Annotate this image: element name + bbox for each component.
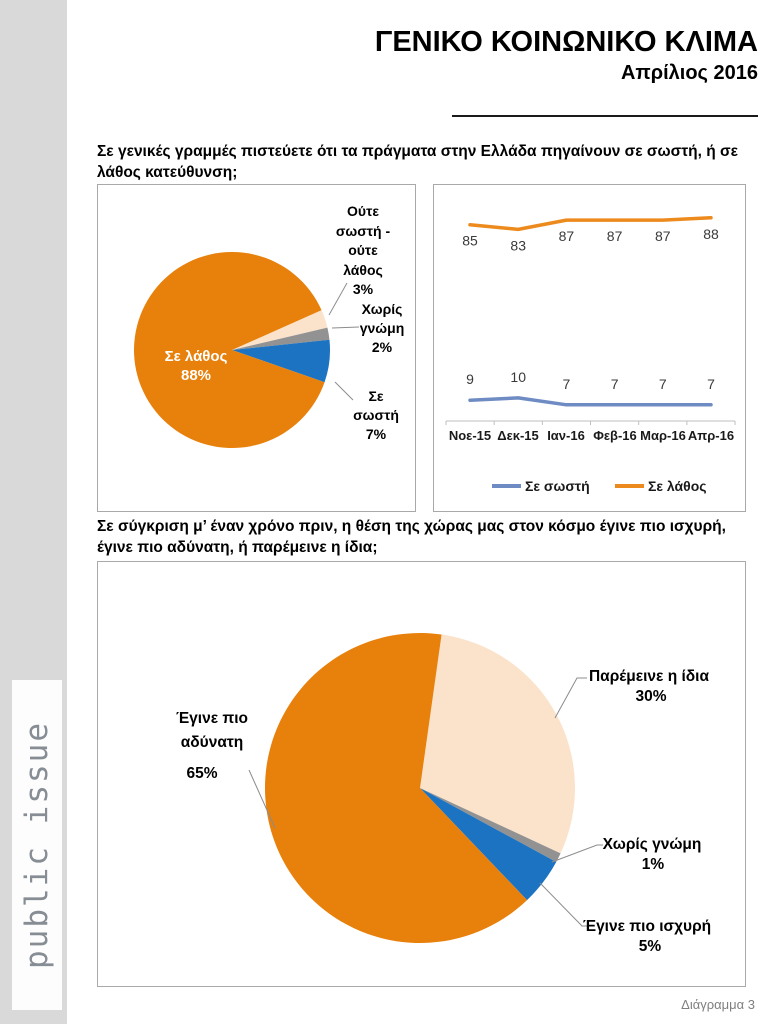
svg-text:γνώμη: γνώμη xyxy=(360,320,405,336)
data-label: 9 xyxy=(466,371,474,387)
data-label: 87 xyxy=(607,228,623,244)
plot-area: 9 10 7 7 7 7 85 83 87 87 87 88 xyxy=(445,216,736,425)
callout-right-direction: Σε σωστή 7% xyxy=(353,388,399,442)
svg-text:3%: 3% xyxy=(353,281,374,297)
direction-pie-chart: Ούτε σωστή - ούτε λάθος 3% Χωρίς γνώμη 2… xyxy=(97,184,416,512)
pie-slice xyxy=(420,788,561,862)
svg-text:30%: 30% xyxy=(635,688,666,705)
pie-slice xyxy=(232,310,328,350)
svg-text:5%: 5% xyxy=(639,938,662,955)
leader-line-same xyxy=(554,677,587,719)
question-1: Σε γενικές γραμμές πιστεύετε ότι τα πράγ… xyxy=(97,141,752,183)
question-2: Σε σύγκριση μ’ έναν χρόνο πριν, η θέση τ… xyxy=(97,516,752,558)
svg-text:Ιαν-16: Ιαν-16 xyxy=(547,428,585,443)
svg-text:Ούτε: Ούτε xyxy=(347,203,379,219)
svg-text:σωστή: σωστή xyxy=(353,407,399,423)
callout-neither: Ούτε σωστή - ούτε λάθος 3% xyxy=(336,203,391,297)
direction-pie-svg: Ούτε σωστή - ούτε λάθος 3% Χωρίς γνώμη 2… xyxy=(134,203,405,448)
sidebar-strip: public issue xyxy=(0,0,67,1024)
series-line xyxy=(468,216,713,232)
data-label: 87 xyxy=(559,228,575,244)
legend-label-wrong-direction: Σε λάθος xyxy=(648,478,707,494)
svg-text:σωστή -: σωστή - xyxy=(336,223,391,239)
direction-trend-svg: 9 10 7 7 7 7 85 83 87 87 87 88 Νοε-15 Δεκ-15 Ιαν-16… xyxy=(445,216,736,494)
svg-text:Χωρίς γνώμη: Χωρίς γνώμη xyxy=(603,836,702,853)
legend-label-right-direction: Σε σωστή xyxy=(525,478,590,494)
svg-text:Μαρ-16: Μαρ-16 xyxy=(640,428,686,443)
svg-text:λάθος: λάθος xyxy=(343,262,383,278)
direction-trend-chart: 9 10 7 7 7 7 85 83 87 87 87 88 Νοε-15 Δεκ-15 Ιαν-16… xyxy=(433,184,746,512)
data-label: 7 xyxy=(611,376,619,392)
callout-weaker: Έγινε πιο αδύνατη 65% xyxy=(176,710,248,782)
leader-line-neither xyxy=(328,282,348,316)
svg-text:Χωρίς: Χωρίς xyxy=(362,301,403,317)
series-line xyxy=(468,396,713,407)
svg-text:Παρέμεινε η ίδια: Παρέμεινε η ίδια xyxy=(589,668,710,685)
pie-slices xyxy=(264,633,576,944)
page-subtitle: Απρίλιος 2016 xyxy=(620,62,758,84)
page-title: ΓΕΝΙΚΟ ΚΟΙΝΩΝΙΚΟ ΚΛΙΜΑ xyxy=(374,26,758,58)
pie-slice xyxy=(420,634,576,854)
callout-stronger: Έγινε πιο ισχυρή 5% xyxy=(583,918,711,955)
svg-text:ούτε: ούτε xyxy=(348,242,378,258)
data-label: 88 xyxy=(703,226,719,242)
svg-text:Έγινε πιο ισχυρή: Έγινε πιο ισχυρή xyxy=(583,918,711,935)
pie-slice xyxy=(232,327,330,350)
svg-text:2%: 2% xyxy=(372,339,393,355)
data-label: 7 xyxy=(707,376,715,392)
callout-same: Παρέμεινε η ίδια 30% xyxy=(589,668,710,705)
data-label: 7 xyxy=(659,376,667,392)
title-underline xyxy=(452,115,758,117)
category-axis-labels: Νοε-15 Δεκ-15 Ιαν-16 Φεβ-16 Μαρ-16 Απρ-1… xyxy=(449,428,734,443)
svg-text:Νοε-15: Νοε-15 xyxy=(449,428,491,443)
leader-line-no-opinion xyxy=(551,844,603,863)
svg-text:65%: 65% xyxy=(186,765,217,782)
pie-slice xyxy=(134,251,325,448)
pie-slice xyxy=(232,339,330,383)
svg-text:Σε λάθος: Σε λάθος xyxy=(165,348,228,365)
callout-no-opinion: Χωρίς γνώμη 1% xyxy=(603,836,702,873)
svg-text:Έγινε πιο: Έγινε πιο xyxy=(176,710,248,727)
svg-text:Απρ-16: Απρ-16 xyxy=(688,428,734,443)
data-label: 7 xyxy=(563,376,571,392)
svg-text:αδύνατη: αδύνατη xyxy=(181,734,243,751)
callout-no-opinion: Χωρίς γνώμη 2% xyxy=(360,301,405,355)
data-label: 87 xyxy=(655,228,671,244)
legend: Σε σωστή Σε λάθος xyxy=(492,478,707,494)
leader-line-stronger xyxy=(539,882,588,927)
leader-line-weaker xyxy=(248,769,276,829)
svg-text:Σε: Σε xyxy=(368,388,383,404)
data-label: 10 xyxy=(510,369,526,385)
svg-text:88%: 88% xyxy=(181,367,211,384)
leader-line-no-opinion xyxy=(331,326,360,329)
leader-line-right-direction xyxy=(334,381,354,401)
pie-slice xyxy=(420,788,557,901)
svg-text:Φεβ-16: Φεβ-16 xyxy=(593,428,637,443)
question-1-line-1: Σε γενικές γραμμές πιστεύετε ότι τα πράγ… xyxy=(97,143,738,160)
question-1-line-2: λάθος κατεύθυνση; xyxy=(97,164,238,181)
pie-slices xyxy=(134,251,330,448)
question-2-line-2: έγινε πιο αδύνατη, ή παρέμεινε η ίδια; xyxy=(97,539,378,556)
question-2-line-1: Σε σύγκριση μ’ έναν χρόνο πριν, η θέση τ… xyxy=(97,518,726,535)
label-wrong-direction: Σε λάθος 88% xyxy=(165,348,228,384)
world-position-pie-chart: Παρέμεινε η ίδια 30% Χωρίς γνώμη 1% Έγιν… xyxy=(97,561,746,987)
svg-text:Δεκ-15: Δεκ-15 xyxy=(497,428,539,443)
world-position-pie-svg: Παρέμεινε η ίδια 30% Χωρίς γνώμη 1% Έγιν… xyxy=(176,633,711,955)
svg-text:7%: 7% xyxy=(366,426,387,442)
figure-number: Διάγραμμα 3 xyxy=(681,997,755,1012)
svg-text:1%: 1% xyxy=(642,856,665,873)
brand-logo-box: public issue xyxy=(12,680,62,1010)
data-label: 83 xyxy=(510,237,526,253)
pie-slice xyxy=(264,633,528,944)
brand-logo-text: public issue xyxy=(19,721,55,969)
data-label: 85 xyxy=(462,233,478,249)
